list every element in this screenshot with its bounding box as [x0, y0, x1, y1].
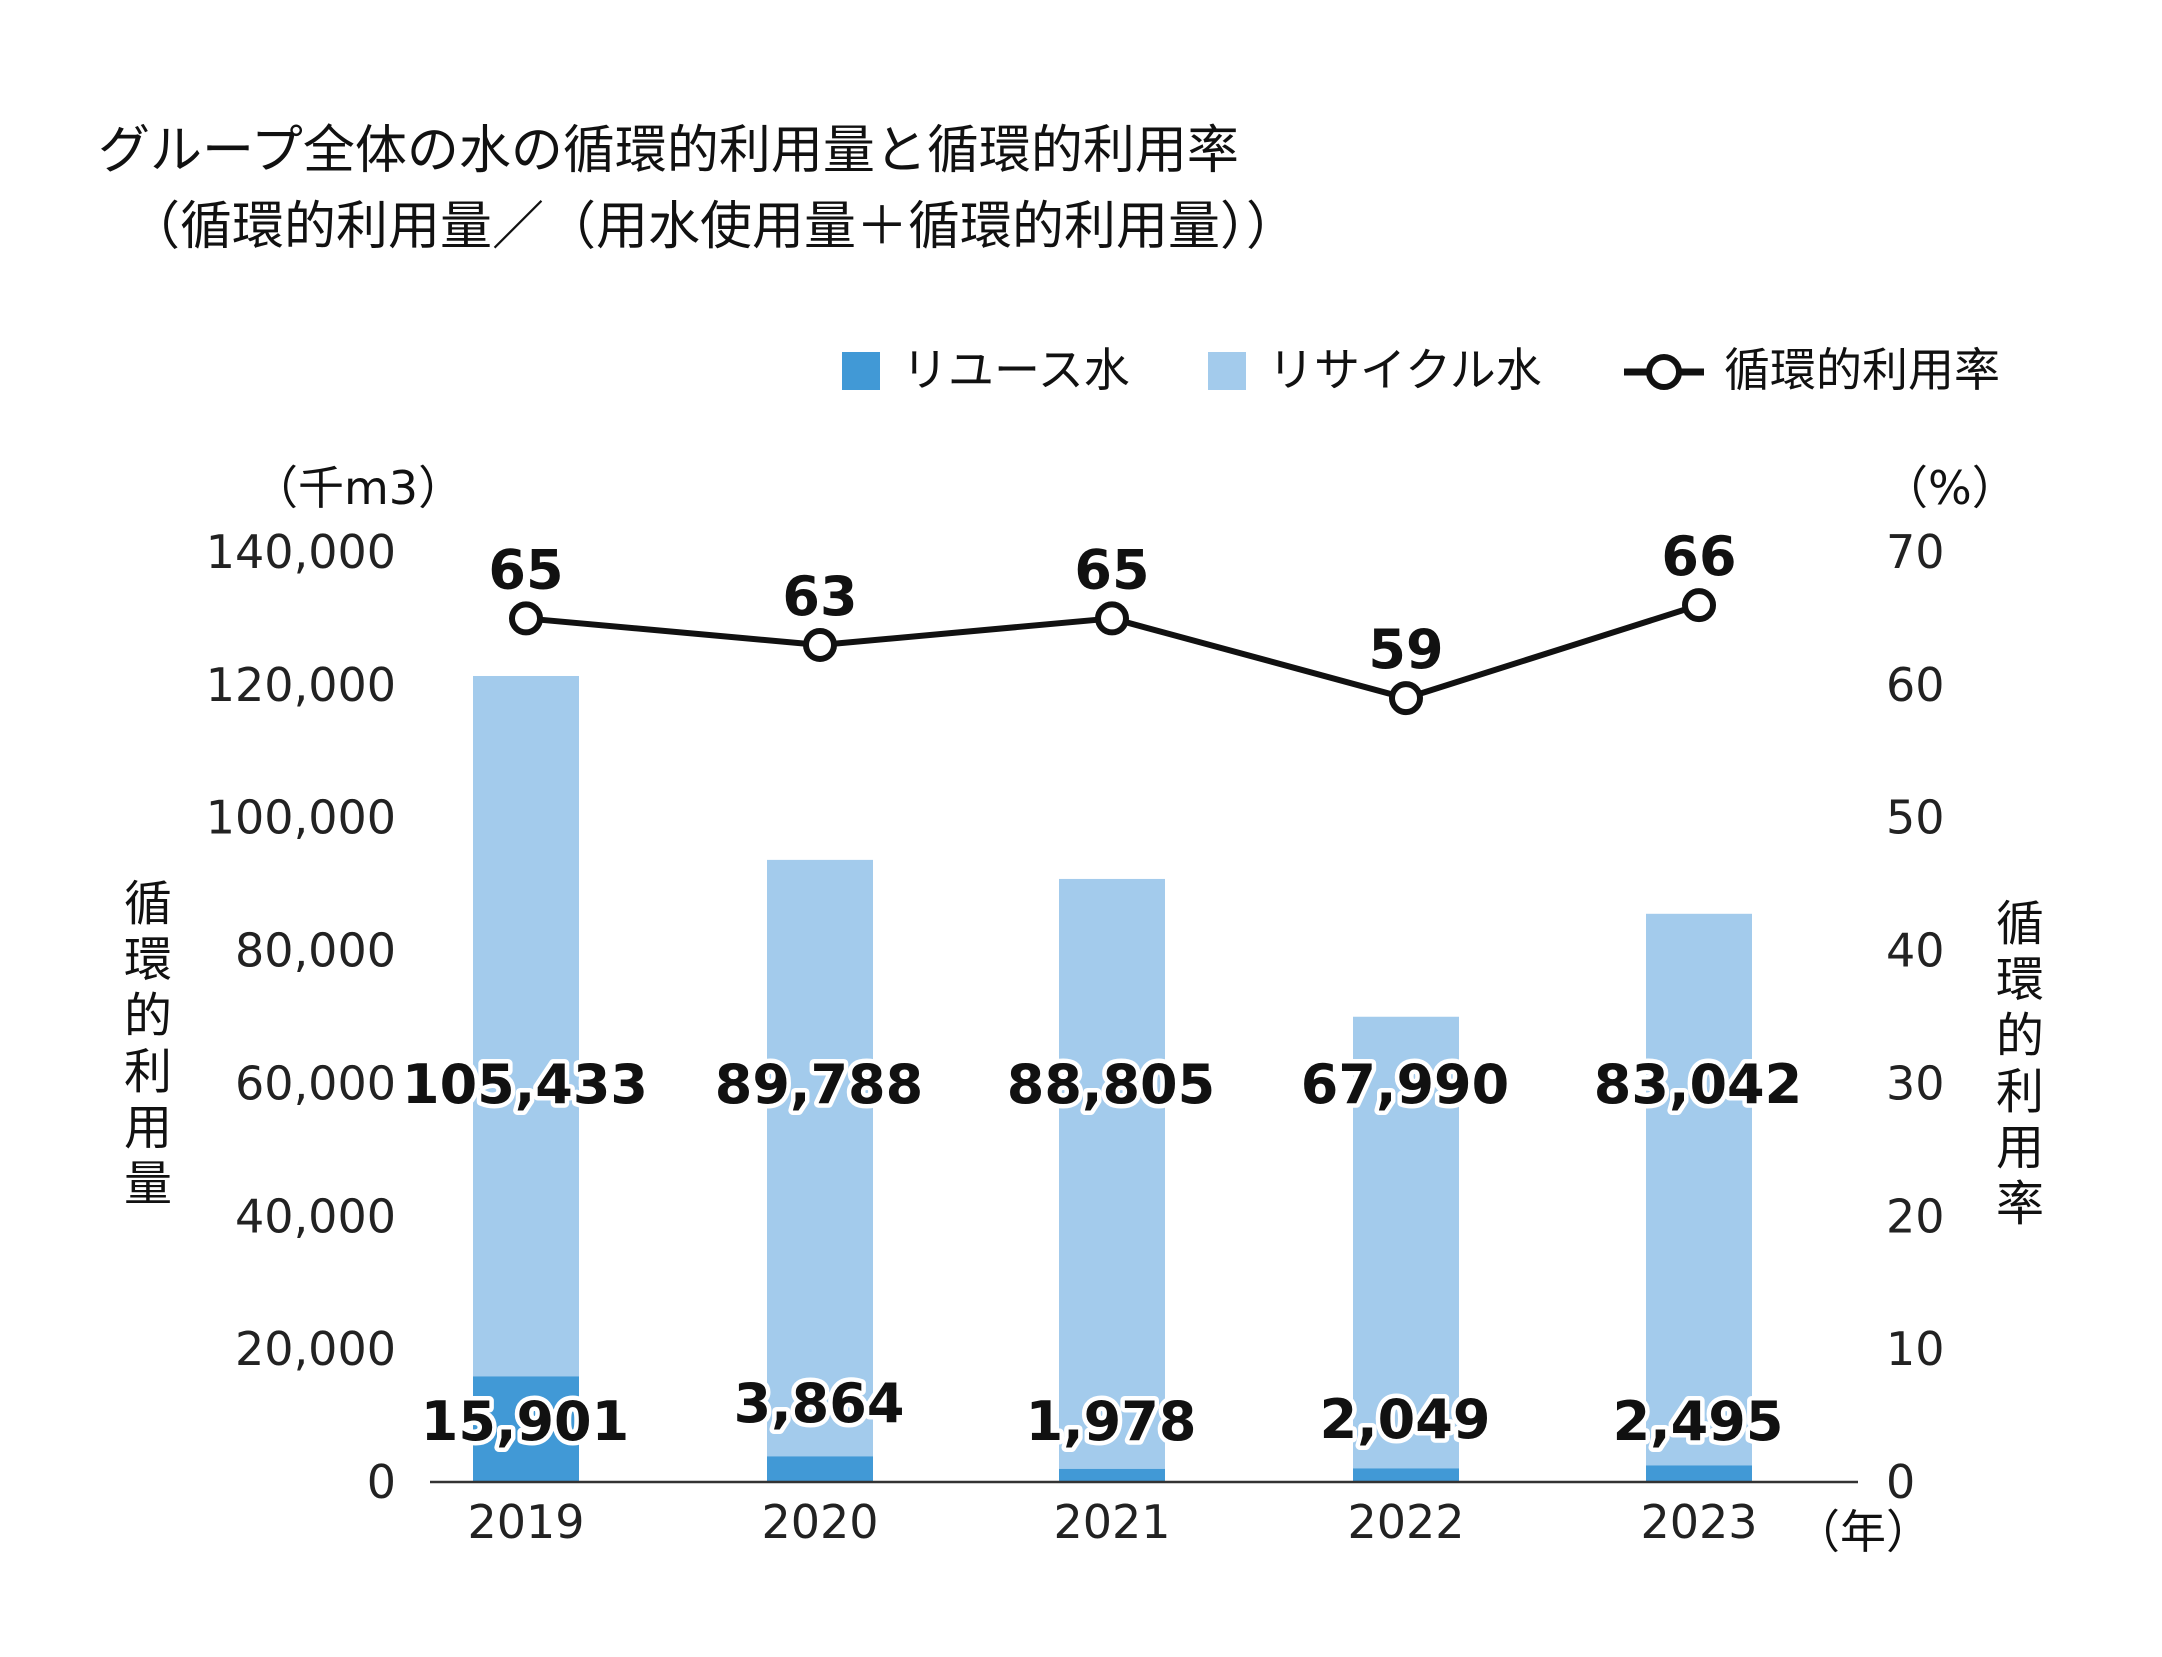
bar-reuse [767, 1456, 873, 1482]
data-label-recycle: 67,990 [1301, 1053, 1509, 1116]
y-right-tick-label: 10 [1886, 1322, 1945, 1376]
y-right-tick-label: 0 [1886, 1455, 1915, 1509]
bar-recycle [1353, 1016, 1459, 1469]
rate-point [1095, 601, 1129, 636]
chart-subtitle: （循環的利用量／（用水使用量＋循環的利用量）） [128, 197, 1299, 257]
y-left-tick-label: 40,000 [235, 1189, 396, 1243]
y-left-tick-label: 120,000 [206, 658, 396, 712]
y-axis-left-unit: （千m3） [252, 461, 465, 515]
legend-label-recycle: リサイクル水 [1268, 343, 1542, 397]
legend-item-recycle: リサイクル水 [1208, 334, 1542, 400]
data-label-rate: 65 [488, 538, 563, 601]
chart-title: グループ全体の水の循環的利用量と循環的利用率 [98, 121, 1239, 181]
y-right-tick-label: 40 [1886, 924, 1945, 978]
legend-line-rate-icon [1624, 354, 1704, 390]
y-left-tick-label: 140,000 [206, 525, 396, 579]
y-axis-right-label: 循環的利用率 [1995, 896, 2044, 1232]
data-label-reuse: 1,978 [1026, 1390, 1197, 1453]
x-tick-label: 2022 [1347, 1495, 1464, 1549]
legend-item-reuse: リユース水 [842, 334, 1130, 400]
legend-swatch-recycle [1208, 352, 1246, 390]
data-label-reuse: 2,495 [1613, 1390, 1784, 1453]
y-left-tick-label: 60,000 [235, 1056, 396, 1110]
bar-reuse [473, 1376, 579, 1482]
bar-reuse [1353, 1468, 1459, 1482]
data-label-rate: 65 [1074, 538, 1149, 601]
y-left-tick-label: 80,000 [235, 924, 396, 978]
y-right-tick-label: 50 [1886, 791, 1945, 845]
legend-item-rate: 循環的利用率 [1622, 334, 2000, 400]
legend-swatch-reuse [842, 352, 880, 390]
y-axis-left-label: 循環的利用量 [123, 876, 172, 1212]
y-right-tick-label: 70 [1886, 525, 1945, 579]
legend-label-rate: 循環的利用率 [1724, 343, 2000, 397]
data-label-reuse: 3,864 [734, 1372, 905, 1435]
x-tick-label: 2023 [1640, 1495, 1757, 1549]
data-label-rate: 63 [782, 565, 857, 628]
bar-recycle [1646, 913, 1752, 1466]
x-tick-label: 2020 [761, 1495, 878, 1549]
data-label-rate: 59 [1368, 618, 1443, 681]
y-right-tick-label: 30 [1886, 1056, 1945, 1110]
y-right-tick-label: 60 [1886, 658, 1945, 712]
legend-label-reuse: リユース水 [902, 343, 1130, 397]
bar-recycle [767, 859, 873, 1457]
y-left-tick-label: 100,000 [206, 791, 396, 845]
bar-recycle [1059, 878, 1165, 1469]
rate-point [1682, 588, 1716, 623]
rate-point [509, 601, 543, 636]
bar-reuse [1059, 1468, 1165, 1482]
x-tick-label: 2021 [1053, 1495, 1170, 1549]
y-left-tick-label: 0 [367, 1455, 396, 1509]
rate-point [1389, 681, 1423, 716]
data-label-rate: 66 [1661, 525, 1736, 588]
x-tick-label: 2019 [467, 1495, 584, 1549]
rate-point [803, 628, 837, 662]
data-label-recycle: 105,433 [402, 1053, 648, 1116]
data-label-reuse: 15,901 [421, 1390, 629, 1453]
x-axis-unit: （年） [1794, 1505, 1932, 1559]
data-label-recycle: 83,042 [1594, 1053, 1802, 1116]
bar-reuse [1646, 1465, 1752, 1482]
y-right-tick-label: 20 [1886, 1189, 1945, 1243]
y-left-tick-label: 20,000 [235, 1322, 396, 1376]
data-label-reuse: 2,049 [1320, 1388, 1491, 1451]
data-label-recycle: 88,805 [1007, 1053, 1215, 1116]
y-axis-right-unit: （%） [1882, 461, 2018, 515]
bar-recycle [473, 675, 579, 1377]
data-label-recycle: 89,788 [715, 1053, 923, 1116]
